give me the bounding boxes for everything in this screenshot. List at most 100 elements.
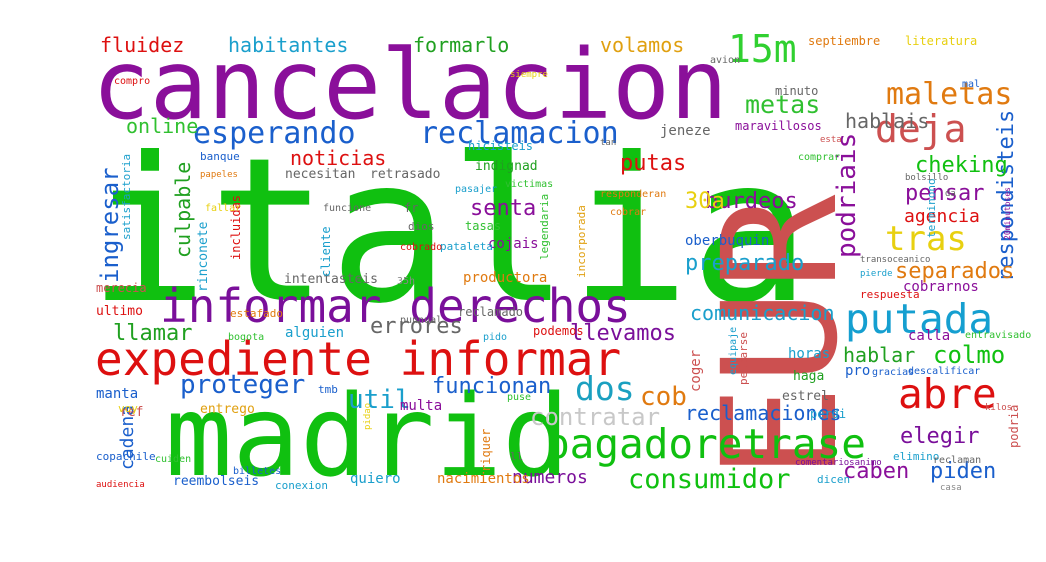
cloud-word: fluidez [100, 33, 184, 57]
cloud-word: gracias [872, 367, 914, 378]
cloud-word: llamar [113, 321, 192, 346]
cloud-word: productora [463, 270, 547, 286]
cloud-word: reclaman [933, 455, 981, 466]
cloud-word: cobrarnos [903, 279, 979, 295]
cloud-word: intentasteis [284, 272, 378, 287]
cloud-word: elegir [900, 424, 979, 449]
cloud-word: caben [843, 459, 909, 484]
cloud-word: responderan [600, 189, 666, 200]
cloud-word: estrel [782, 389, 829, 404]
cloud-word: comunicacion [690, 301, 835, 325]
cloud-word: culpable [171, 162, 195, 258]
cloud-word: elimino [893, 450, 939, 463]
cloud-word: funcione [323, 203, 371, 214]
cloud-word: bogota [228, 332, 264, 343]
cloud-word: perdi [810, 407, 846, 421]
cloud-word: podriais [832, 133, 862, 258]
cloud-word: comentariosanimo [795, 458, 882, 468]
cloud-word: cliente [319, 226, 333, 277]
cloud-word: tras [885, 219, 967, 259]
cloud-word: preparado [685, 251, 804, 276]
cloud-word: esperando [193, 116, 356, 151]
cloud-word: tasas [465, 219, 501, 233]
cloud-word: deja [875, 107, 967, 151]
cloud-word: hicisteis [468, 139, 533, 153]
cloud-word: entravisado [965, 330, 1031, 341]
cloud-word: fr [404, 201, 418, 215]
cloud-word: cancelacion [92, 29, 728, 141]
cloud-word: billetes [233, 466, 281, 477]
cloud-word: reclamado [458, 305, 523, 319]
cloud-word: funcionan [432, 374, 551, 399]
cloud-word: siempre [510, 70, 548, 80]
cloud-word: reclamacion [420, 116, 619, 151]
cloud-word: hablais [845, 109, 929, 133]
cloud-word: avion [710, 55, 740, 66]
cloud-word: riquer [479, 429, 493, 472]
cloud-word: calla [908, 328, 950, 344]
cloud-word: burdeos [705, 189, 798, 214]
cloud-word: comprar [798, 152, 840, 163]
cloud-word: proteger [180, 370, 305, 400]
cloud-word: abre [898, 370, 997, 418]
cloud-word: merecia [96, 281, 147, 295]
cloud-word: literatura [905, 34, 977, 48]
cloud-word: cuiden [155, 454, 191, 465]
cloud-word: haga [793, 369, 824, 384]
cloud-word: noticias [290, 146, 386, 170]
cloud-word: pataleta [440, 240, 493, 253]
cloud-word: incluidas [229, 195, 243, 260]
cloud-word: banque [200, 150, 240, 163]
cloud-word: entrego [200, 402, 255, 417]
cloud-word: ingresar [96, 167, 124, 283]
cloud-word: descalificar [908, 366, 980, 377]
cloud-word: ll [510, 450, 523, 463]
cloud-word: util [348, 385, 411, 415]
cloud-word: pagadoretrase [545, 420, 866, 468]
cloud-word: dios [408, 220, 435, 233]
cloud-word: 35h [397, 276, 415, 287]
cloud-word: puse [507, 392, 531, 403]
cloud-word: pido [483, 332, 507, 343]
cloud-word: pro [845, 363, 870, 379]
cloud-word: satisfactoria [120, 154, 133, 240]
cloud-word: maletas [886, 77, 1012, 112]
cloud-word: maravillosos [735, 119, 822, 133]
cloud-word: legendaria [538, 194, 551, 260]
cloud-word: senta [470, 196, 536, 221]
cloud-word: manta [96, 386, 138, 402]
cloud-word: transoceanico [860, 255, 930, 265]
cloud-word: volamos [600, 33, 684, 57]
cloud-word: ultimo [96, 304, 143, 319]
cloud-word: expediente informar [95, 332, 621, 386]
cloud-word: conexion [275, 479, 328, 492]
cloud-word: tan [600, 138, 616, 148]
cloud-word: esta [820, 135, 842, 145]
cloud-word: formarlo [413, 33, 509, 57]
cloud-word: indignad [475, 159, 538, 174]
cloud-word: pidao [363, 403, 373, 430]
cloud-word: quiero [350, 471, 401, 487]
cloud-word: cojais [488, 236, 539, 252]
cloud-word: habitantes [228, 33, 348, 57]
cloud-word: papeles [200, 170, 238, 180]
cloud-word: kilos [985, 403, 1012, 413]
cloud-word: alguien [285, 325, 344, 341]
cloud-word: victimas [505, 179, 553, 190]
cloud-word: madrid [165, 372, 570, 502]
cloud-word: italia [88, 115, 810, 348]
cloud-word: audiencia [96, 480, 145, 490]
cloud-word: jeneze [660, 123, 711, 139]
cloud-word: tmb [318, 383, 338, 396]
cloud-word: respondisteis [994, 110, 1019, 282]
cloud-word: dos [575, 369, 635, 408]
cloud-word: separados [895, 259, 1014, 284]
cloud-word: 30a [685, 189, 725, 214]
cloud-word: pelearse [737, 332, 750, 385]
cloud-word: colmo [933, 341, 1005, 369]
cloud-word: necesitan [285, 167, 355, 182]
cloud-word: reembolseis [173, 474, 259, 489]
cloud-word: hablar [843, 343, 915, 367]
cloud-word: bolsillo [905, 173, 948, 183]
